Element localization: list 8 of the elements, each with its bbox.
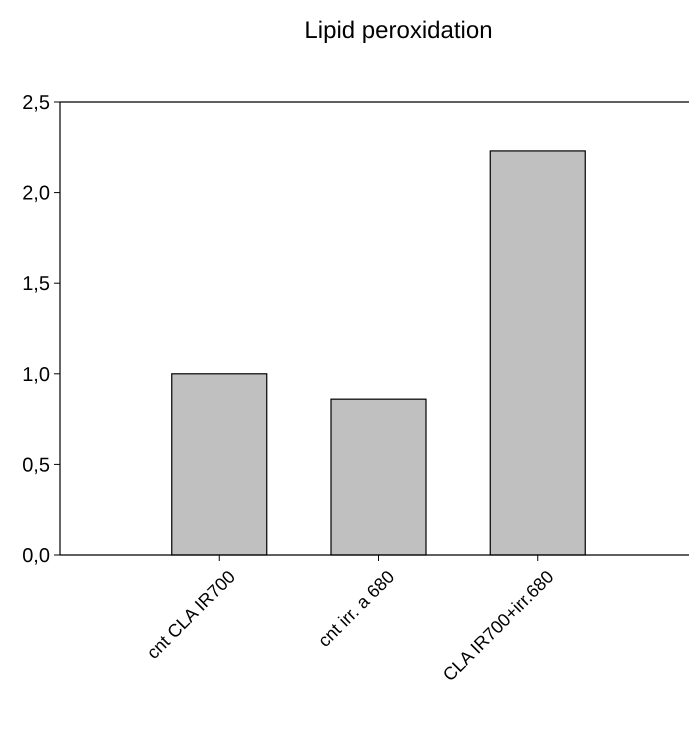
x-tick-label: cnt irr. a 680	[314, 566, 398, 651]
y-tick-label: 2,0	[22, 182, 50, 205]
chart-title: Lipid peroxidation	[304, 17, 493, 44]
y-tick-label: 1,0	[22, 364, 50, 386]
y-tick-label: 0,0	[22, 545, 50, 567]
y-tick-label: 2,5	[22, 92, 50, 114]
y-tick-label: 1,5	[22, 273, 50, 296]
y-tick-label: 0,5	[22, 454, 50, 476]
